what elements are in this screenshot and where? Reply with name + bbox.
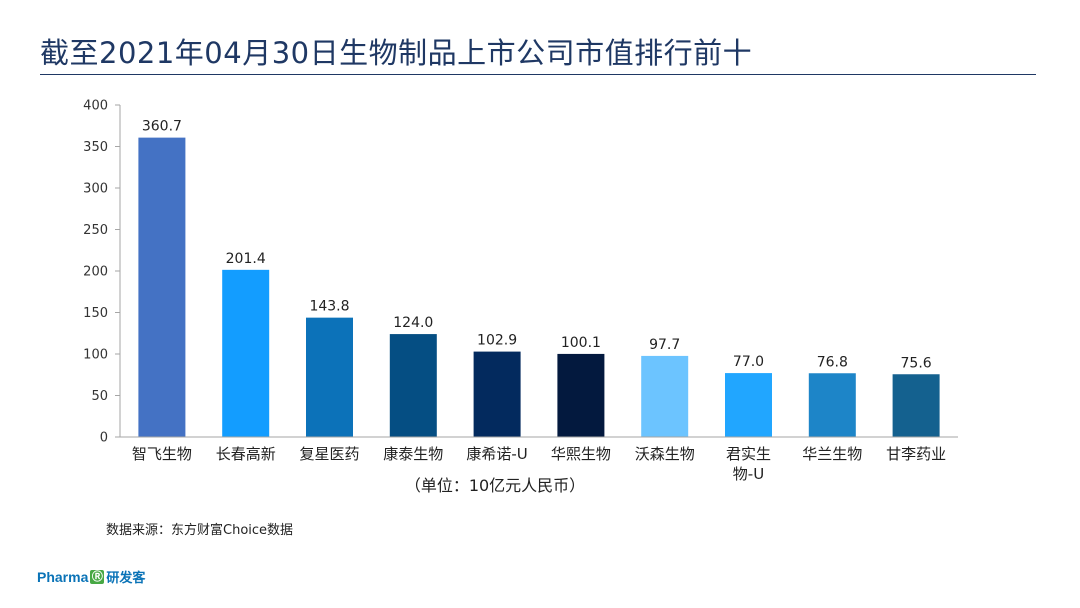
bar xyxy=(557,353,605,437)
bar xyxy=(306,317,353,437)
logo-cn-text: 研发客 xyxy=(106,570,146,585)
y-tick-label: 50 xyxy=(91,389,108,404)
y-tick-label: 400 xyxy=(83,99,108,114)
x-category-label: 智飞生物 xyxy=(132,445,192,463)
y-tick-label: 300 xyxy=(83,182,108,197)
y-tick-label: 150 xyxy=(83,306,108,321)
bar-value-label: 97.7 xyxy=(649,337,680,353)
y-tick-label: 0 xyxy=(100,431,108,446)
x-category-label: 康泰生物 xyxy=(383,445,443,463)
bar-value-label: 100.1 xyxy=(561,335,601,351)
bar-value-label: 124.0 xyxy=(393,315,433,331)
bar xyxy=(222,269,270,437)
logo-mark-icon: Ⓡ xyxy=(90,569,105,584)
y-axis: 0 50 100 150 200 250 300 350 400 xyxy=(83,99,121,446)
x-category-label: 君实生 xyxy=(726,445,771,463)
bar xyxy=(473,351,521,437)
bar xyxy=(641,355,689,437)
bar-value-label: 143.8 xyxy=(309,299,349,315)
x-category-label: 康希诺-U xyxy=(466,445,527,463)
x-category-label: 沃森生物 xyxy=(635,445,695,463)
value-labels: 360.7 201.4 143.8 124.0 102.9 100.1 97.7 77.0 76… xyxy=(142,119,932,372)
y-tick-label: 250 xyxy=(83,223,108,238)
data-source-note: 数据来源：东方财富Choice数据 xyxy=(106,523,294,538)
y-tick-label: 350 xyxy=(83,140,108,155)
bar-value-label: 201.4 xyxy=(226,251,266,267)
bar xyxy=(808,373,856,437)
chart-title: 截至2021年04月30日生物制品上市公司市值排行前十 xyxy=(40,36,753,70)
bar-value-label: 77.0 xyxy=(733,354,764,370)
bar-value-label: 360.7 xyxy=(142,119,182,135)
x-axis-title: （单位：10亿元人民币） xyxy=(405,476,585,495)
x-category-label: 复星医药 xyxy=(299,445,359,463)
bar xyxy=(138,137,186,437)
bar xyxy=(725,373,772,437)
logo-pharma-text: Pharma xyxy=(37,568,89,585)
y-tick-label: 200 xyxy=(83,265,108,280)
x-category-label: 华兰生物 xyxy=(802,445,862,463)
x-category-label: 甘李药业 xyxy=(886,445,946,463)
title-divider xyxy=(40,74,1036,75)
bar-value-label: 102.9 xyxy=(477,333,517,349)
bar-value-label: 75.6 xyxy=(901,355,932,371)
bar-value-label: 76.8 xyxy=(817,354,848,370)
x-category-label: 华熙生物 xyxy=(551,445,611,463)
y-tick-label: 100 xyxy=(83,348,108,363)
x-category-label: 物-U xyxy=(733,465,764,483)
x-category-label: 长春高新 xyxy=(216,445,276,463)
bar xyxy=(892,374,940,437)
pharma-logo: Pharma Ⓡ 研发客 xyxy=(37,567,145,586)
bar-chart: 0 50 100 150 200 250 300 350 400 360.7 201.4 143.8… xyxy=(83,99,958,495)
bars xyxy=(138,137,940,437)
bar xyxy=(389,334,437,437)
